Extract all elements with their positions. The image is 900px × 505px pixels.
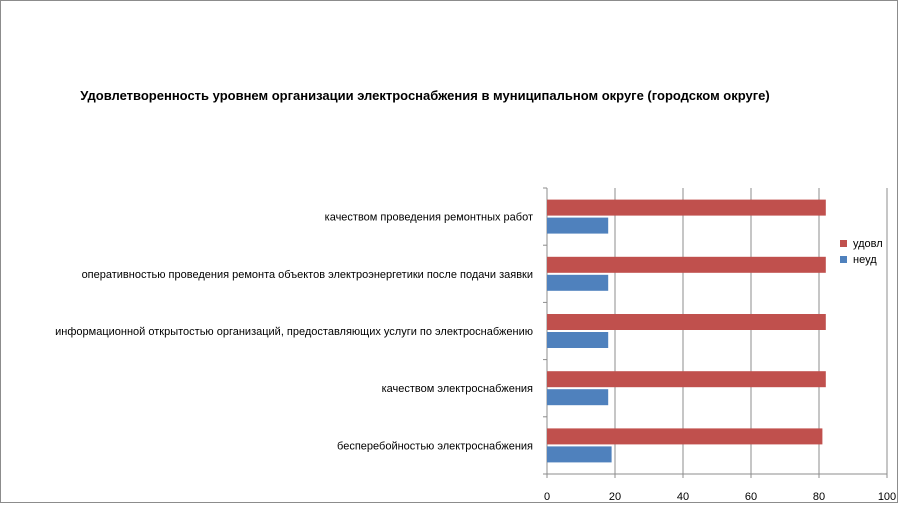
category-label-0: качеством проведения ремонтных работ <box>325 212 533 224</box>
category-label-4: бесперебойностью электроснабжения <box>337 440 533 452</box>
bar-удовл-0 <box>547 199 826 216</box>
bar-удовл-1 <box>547 256 826 273</box>
bar-неуд-3 <box>547 389 609 406</box>
x-tick-label-3: 60 <box>745 491 757 503</box>
bar-удовл-3 <box>547 371 826 388</box>
x-tick-label-0: 0 <box>544 491 550 503</box>
legend-swatch-1 <box>840 256 847 263</box>
bar-неуд-4 <box>547 446 612 463</box>
x-tick-label-4: 80 <box>813 491 825 503</box>
category-label-3: качеством электроснабжения <box>382 383 533 395</box>
legend-label-1: неуд <box>853 254 877 266</box>
chart-title: Удовлетворенность уровнем организации эл… <box>80 88 770 103</box>
bar-неуд-2 <box>547 332 609 348</box>
x-tick-label-1: 20 <box>609 491 621 503</box>
bar-удовл-4 <box>547 428 823 445</box>
category-label-1: оперативностью проведения ремонта объект… <box>82 269 533 281</box>
legend-swatch-0 <box>840 240 847 247</box>
bar-удовл-2 <box>547 314 826 330</box>
legend-label-0: удовл <box>853 238 883 250</box>
category-label-2: информационной открытостью организаций, … <box>55 326 533 338</box>
bar-неуд-0 <box>547 217 609 234</box>
x-tick-label-2: 40 <box>677 491 689 503</box>
x-tick-label-5: 100 <box>878 491 896 503</box>
bar-неуд-1 <box>547 274 609 291</box>
